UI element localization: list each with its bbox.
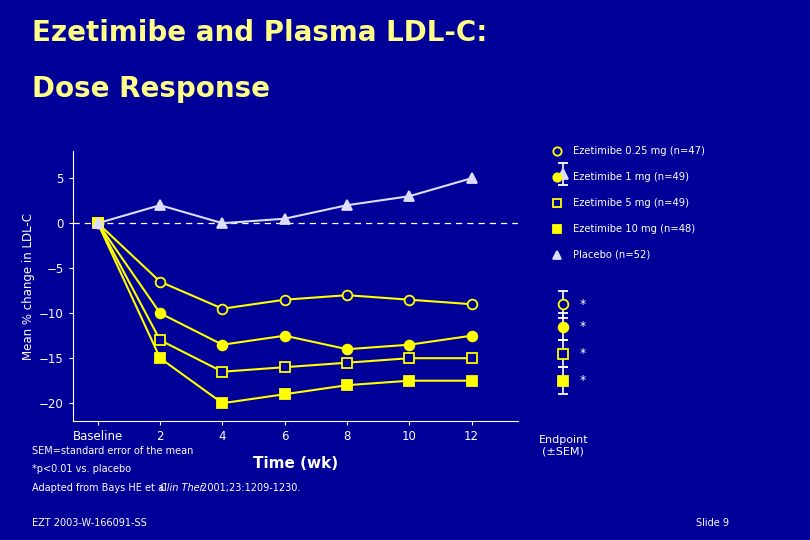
Text: Ezetimibe 0.25 mg (n=47): Ezetimibe 0.25 mg (n=47): [573, 146, 706, 156]
Text: *: *: [580, 298, 586, 310]
Text: Time (wk): Time (wk): [253, 456, 339, 471]
Text: Placebo (n=52): Placebo (n=52): [573, 250, 650, 260]
Text: *p<0.01 vs. placebo: *p<0.01 vs. placebo: [32, 464, 131, 475]
Text: Ezetimibe and Plasma LDL-C:: Ezetimibe and Plasma LDL-C:: [32, 19, 488, 48]
Text: Adapted from Bays HE et al: Adapted from Bays HE et al: [32, 483, 170, 494]
Text: Ezetimibe 1 mg (n=49): Ezetimibe 1 mg (n=49): [573, 172, 689, 182]
Text: EZT 2003-W-166091-SS: EZT 2003-W-166091-SS: [32, 518, 147, 529]
Text: SEM=standard error of the mean: SEM=standard error of the mean: [32, 446, 194, 456]
Text: Dose Response: Dose Response: [32, 75, 271, 103]
Text: Clin Ther: Clin Ther: [160, 483, 204, 494]
Text: *: *: [580, 320, 586, 333]
Text: *: *: [580, 374, 586, 387]
Text: 2001;23:1209-1230.: 2001;23:1209-1230.: [198, 483, 301, 494]
Text: Ezetimibe 10 mg (n=48): Ezetimibe 10 mg (n=48): [573, 224, 696, 234]
Text: Endpoint
(±SEM): Endpoint (±SEM): [539, 435, 588, 456]
Text: Ezetimibe 5 mg (n=49): Ezetimibe 5 mg (n=49): [573, 198, 689, 208]
Y-axis label: Mean % change in LDL-C: Mean % change in LDL-C: [22, 213, 35, 360]
Text: *: *: [580, 347, 586, 360]
Text: Slide 9: Slide 9: [696, 518, 729, 529]
